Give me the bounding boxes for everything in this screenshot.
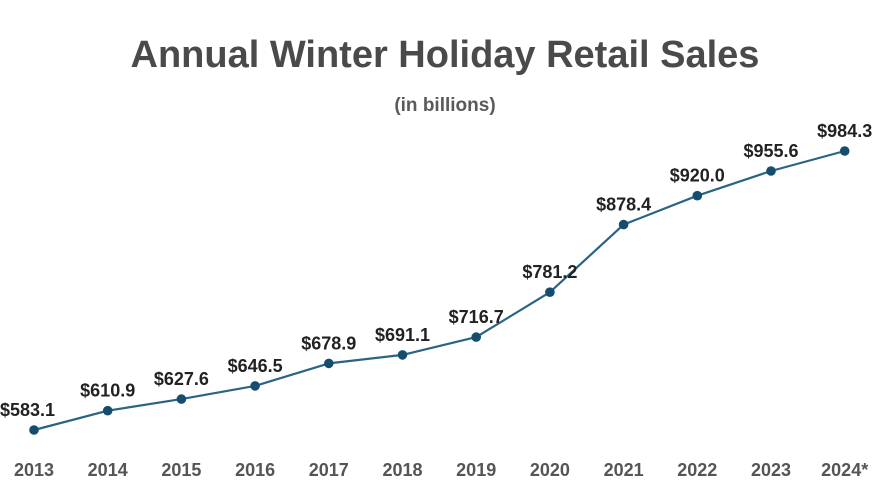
data-point-2023 (766, 166, 776, 176)
data-point-2021 (618, 219, 629, 230)
x-axis-ticks: 2013 2014 2015 2016 2017 2018 2019 2020 2021 2022… (14, 460, 868, 480)
data-label-2021: $878.4 (596, 195, 651, 215)
data-point-2015 (176, 394, 187, 404)
x-tick-label-2020: 2020 (530, 460, 570, 480)
data-label-2023: $955.6 (743, 141, 798, 161)
data-label-2014: $610.9 (80, 381, 135, 401)
data-label-2020: $781.2 (522, 262, 577, 282)
series-line (33, 149, 845, 432)
data-label-2017: $678.9 (301, 333, 356, 353)
data-label-2016: $646.5 (228, 356, 283, 376)
data-point-2016 (250, 381, 260, 391)
data-point-2019 (471, 332, 482, 342)
data-label-2019: $716.7 (449, 307, 504, 327)
x-tick-label-2024: 2024* (821, 460, 868, 480)
x-tick-label-2022: 2022 (677, 460, 717, 480)
data-label-2022: $920.0 (670, 166, 725, 186)
data-point-2022 (692, 190, 703, 201)
x-tick-label-2023: 2023 (751, 460, 791, 480)
x-tick-label-2018: 2018 (382, 460, 422, 480)
data-label-2013: $583.1 (0, 400, 55, 420)
data-label-2018: $691.1 (375, 325, 430, 345)
chart-title: Annual Winter Holiday Retail Sales (130, 34, 760, 76)
x-tick-label-2014: 2014 (88, 460, 128, 480)
series-layer (29, 146, 850, 435)
data-label-layer: $583.1 $610.9 $627.6 $646.5 $678.9 $691.1 $716… (0, 121, 872, 420)
data-point-2013 (29, 425, 39, 435)
data-point-2020 (545, 287, 555, 298)
data-point-2014 (102, 405, 113, 416)
data-label-2015: $627.6 (154, 369, 209, 389)
data-label-2024: $984.3 (817, 121, 872, 141)
x-tick-label-2016: 2016 (235, 460, 275, 480)
data-point-2024 (839, 146, 850, 156)
x-tick-label-2017: 2017 (309, 460, 349, 480)
data-point-2017 (324, 358, 334, 369)
x-tick-label-2013: 2013 (14, 460, 54, 480)
x-tick-label-2019: 2019 (456, 460, 496, 480)
chart-subtitle: (in billions) (394, 95, 496, 116)
x-tick-label-2021: 2021 (604, 460, 644, 480)
x-tick-label-2015: 2015 (161, 460, 201, 480)
data-point-2018 (397, 350, 408, 360)
